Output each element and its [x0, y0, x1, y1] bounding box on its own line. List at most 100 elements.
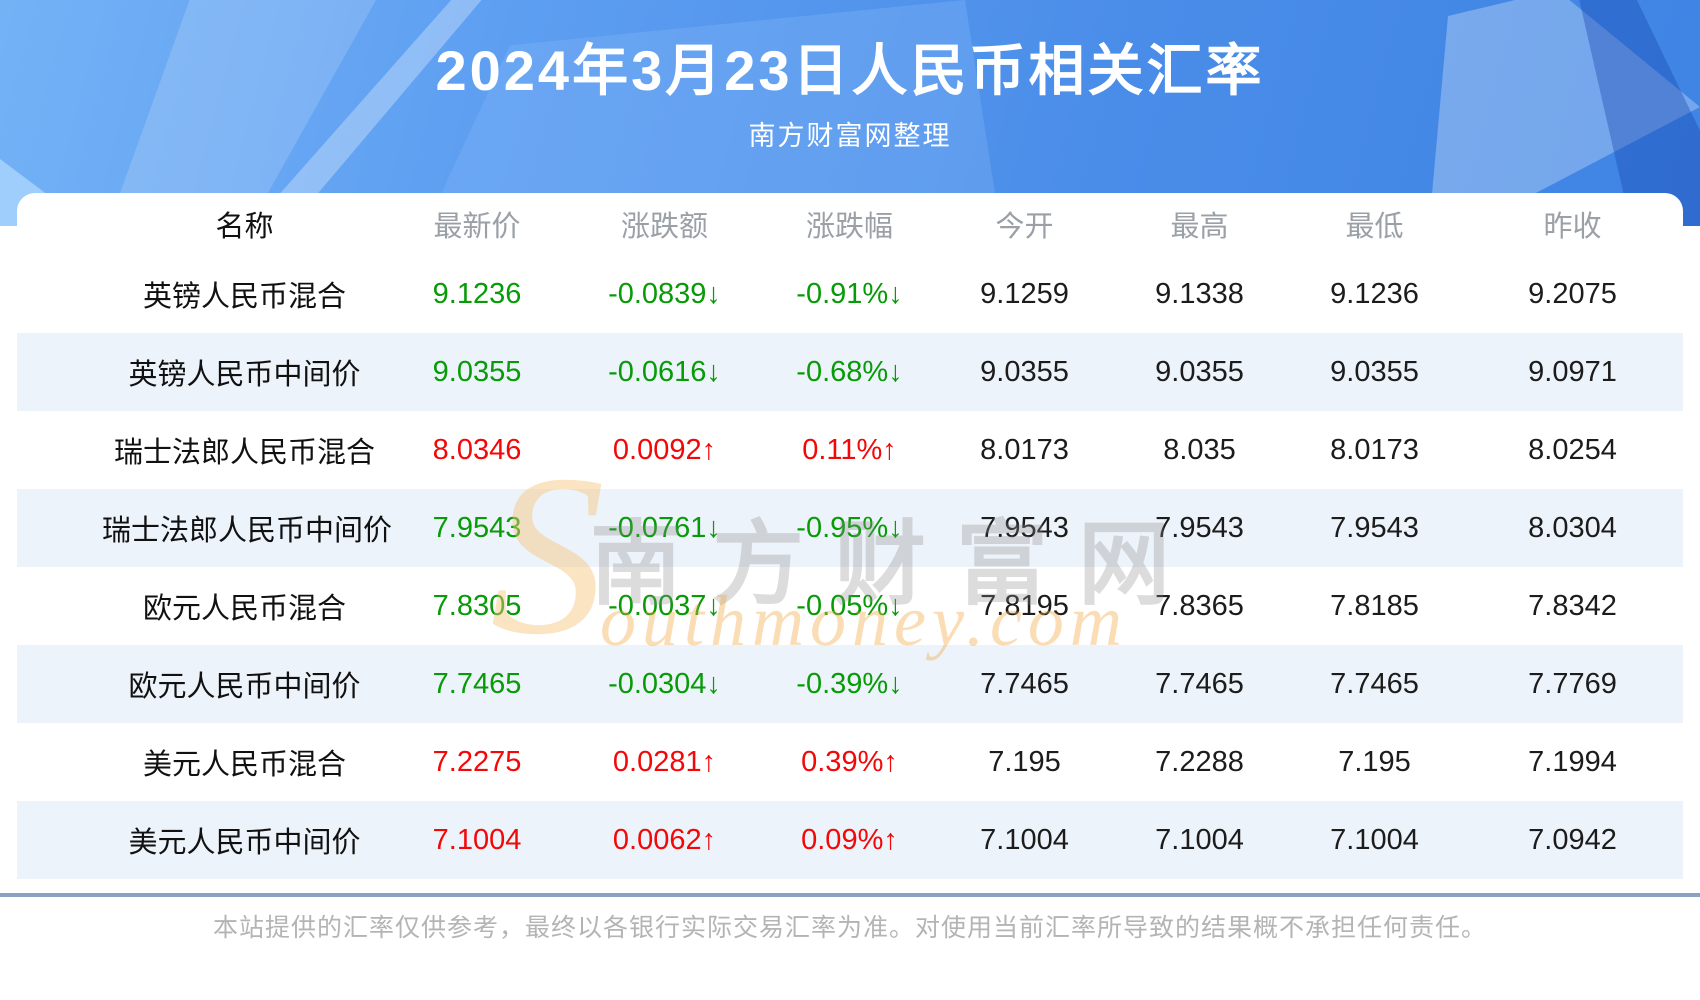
change-amount: -0.0839↓ [567, 278, 762, 311]
change-amount: -0.0304↓ [567, 668, 762, 701]
change-percent: -0.68%↓ [762, 356, 937, 389]
trend-arrow-icon: ↓ [706, 277, 721, 310]
change-percent: 0.11%↑ [762, 434, 937, 467]
change-value: -0.0037 [608, 589, 707, 622]
currency-pair-name: 欧元人民币中间价 [128, 671, 361, 703]
high-price: 8.035 [1163, 433, 1236, 466]
prev-close-price: 7.1994 [1528, 745, 1617, 778]
prev-close-price: 7.8342 [1528, 589, 1617, 622]
high-price: 7.8365 [1155, 589, 1244, 622]
trend-arrow-icon: ↓ [888, 511, 903, 544]
trend-arrow-icon: ↑ [882, 433, 897, 466]
latest-price: 9.1236 [432, 277, 522, 310]
high-price: 9.1338 [1155, 277, 1244, 310]
change-amount: 0.0092↑ [567, 434, 762, 467]
low-price: 7.195 [1338, 745, 1411, 778]
high-price: 7.2288 [1155, 745, 1244, 778]
open-price: 8.0173 [980, 433, 1069, 466]
change-value: 0.0062 [612, 823, 702, 856]
change-value: -0.0304 [608, 667, 707, 700]
open-price: 7.7465 [980, 667, 1069, 700]
percent-value: 0.11% [802, 433, 883, 466]
table-header-row: 名称 最新价 涨跌额 涨跌幅 今开 最高 最低 昨收 [17, 193, 1683, 255]
trend-arrow-icon: ↓ [888, 667, 903, 700]
trend-arrow-icon: ↓ [706, 355, 721, 388]
rates-table-card: 名称 最新价 涨跌额 涨跌幅 今开 最高 最低 昨收 英镑人民币混合 9.123… [17, 193, 1683, 879]
change-amount: -0.0616↓ [567, 356, 762, 389]
change-amount: -0.0037↓ [567, 590, 762, 623]
change-percent: -0.05%↓ [762, 590, 937, 623]
table-row: 美元人民币中间价 7.1004 0.0062↑ 0.09%↑ 7.1004 7.… [17, 801, 1683, 879]
trend-arrow-icon: ↑ [883, 745, 898, 778]
percent-value: -0.68% [796, 355, 889, 388]
change-percent: -0.91%↓ [762, 278, 937, 311]
high-price: 7.9543 [1155, 511, 1244, 544]
open-price: 7.8195 [980, 589, 1069, 622]
change-percent: -0.95%↓ [762, 512, 937, 545]
change-value: -0.0616 [608, 355, 707, 388]
table-row: 英镑人民币混合 9.1236 -0.0839↓ -0.91%↓ 9.1259 9… [17, 255, 1683, 333]
prev-close-price: 7.0942 [1528, 823, 1617, 856]
footer-divider [0, 893, 1700, 897]
percent-value: 0.09% [801, 823, 884, 856]
latest-price: 8.0346 [432, 433, 522, 466]
latest-price: 7.9543 [432, 511, 522, 544]
trend-arrow-icon: ↑ [701, 823, 717, 856]
open-price: 7.195 [988, 745, 1061, 778]
column-header-name: 名称 [215, 211, 274, 243]
column-header-prev-close: 昨收 [1543, 211, 1602, 243]
trend-arrow-icon: ↓ [706, 511, 721, 544]
percent-value: -0.91% [796, 277, 889, 310]
prev-close-price: 8.0254 [1528, 433, 1617, 466]
change-amount: 0.0281↑ [567, 746, 762, 779]
change-value: 0.0281 [612, 745, 702, 778]
trend-arrow-icon: ↑ [701, 433, 717, 466]
latest-price: 7.7465 [432, 667, 522, 700]
currency-pair-name: 英镑人民币中间价 [128, 359, 361, 391]
open-price: 7.9543 [980, 511, 1069, 544]
latest-price: 7.1004 [432, 823, 522, 856]
percent-value: -0.39% [796, 667, 889, 700]
low-price: 8.0173 [1330, 433, 1419, 466]
low-price: 7.1004 [1330, 823, 1419, 856]
change-value: -0.0839 [608, 277, 707, 310]
prev-close-price: 7.7769 [1528, 667, 1617, 700]
column-header-low: 最低 [1345, 211, 1404, 243]
table-row: 瑞士法郎人民币中间价 7.9543 -0.0761↓ -0.95%↓ 7.954… [17, 489, 1683, 567]
high-price: 7.7465 [1155, 667, 1244, 700]
open-price: 9.0355 [980, 355, 1069, 388]
change-percent: 0.09%↑ [762, 824, 937, 857]
prev-close-price: 9.0971 [1528, 355, 1617, 388]
currency-pair-name: 欧元人民币混合 [142, 593, 346, 625]
change-percent: 0.39%↑ [762, 746, 937, 779]
change-amount: 0.0062↑ [567, 824, 762, 857]
low-price: 7.7465 [1330, 667, 1419, 700]
table-row: 瑞士法郎人民币混合 8.0346 0.0092↑ 0.11%↑ 8.0173 8… [17, 411, 1683, 489]
low-price: 9.1236 [1330, 277, 1419, 310]
trend-arrow-icon: ↓ [888, 589, 903, 622]
percent-value: -0.95% [796, 511, 889, 544]
currency-pair-name: 英镑人民币混合 [142, 281, 346, 313]
trend-arrow-icon: ↑ [701, 745, 717, 778]
latest-price: 7.2275 [432, 745, 522, 778]
column-header-change-pct: 涨跌幅 [805, 211, 893, 243]
change-amount: -0.0761↓ [567, 512, 762, 545]
latest-price: 9.0355 [432, 355, 522, 388]
trend-arrow-icon: ↓ [706, 667, 721, 700]
page-subtitle: 南方财富网整理 [748, 121, 952, 151]
prev-close-price: 8.0304 [1528, 511, 1617, 544]
trend-arrow-icon: ↓ [888, 355, 903, 388]
percent-value: 0.39% [801, 745, 884, 778]
prev-close-price: 9.2075 [1528, 277, 1617, 310]
low-price: 7.8185 [1330, 589, 1419, 622]
currency-pair-name: 美元人民币中间价 [128, 827, 361, 859]
high-price: 9.0355 [1155, 355, 1244, 388]
table-row: 英镑人民币中间价 9.0355 -0.0616↓ -0.68%↓ 9.0355 … [17, 333, 1683, 411]
currency-pair-name: 美元人民币混合 [142, 749, 346, 781]
trend-arrow-icon: ↓ [888, 277, 903, 310]
change-value: 0.0092 [612, 433, 702, 466]
column-header-latest: 最新价 [433, 211, 521, 243]
table-row: 欧元人民币混合 7.8305 -0.0037↓ -0.05%↓ 7.8195 7… [17, 567, 1683, 645]
currency-pair-name: 瑞士法郎人民币中间价 [102, 515, 393, 547]
column-header-open: 今开 [995, 211, 1054, 243]
